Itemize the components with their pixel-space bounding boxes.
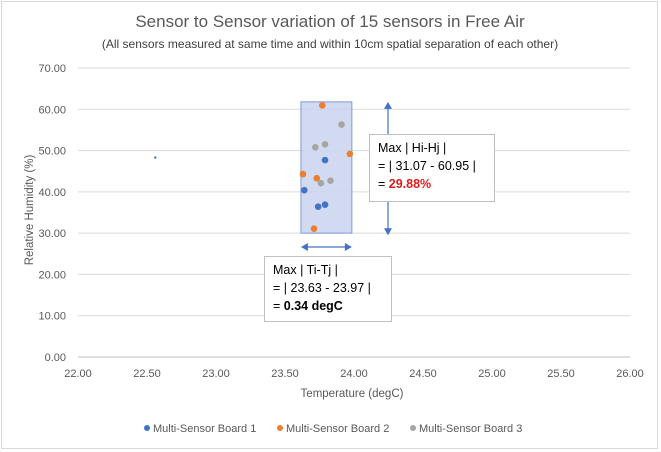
legend-label: Multi-Sensor Board 3 — [419, 423, 522, 435]
scatter-point — [321, 156, 329, 164]
point-layer — [154, 102, 354, 233]
y-tick-label: 60.00 — [38, 104, 66, 116]
y-tick-label: 70.00 — [38, 63, 66, 75]
scatter-point — [310, 225, 318, 233]
scatter-point — [301, 186, 308, 194]
scatter-point — [321, 201, 329, 208]
chart-title: Sensor to Sensor variation of 15 sensors… — [135, 12, 525, 31]
legend-marker — [410, 425, 416, 431]
y-tick-label: 50.00 — [38, 146, 66, 158]
x-tick-label: 24.00 — [340, 368, 368, 380]
grid-layer — [78, 67, 630, 358]
temperature-annotation-eq: = — [273, 299, 284, 313]
y-tick-label: 0.00 — [45, 352, 66, 364]
x-tick-label: 22.00 — [64, 368, 92, 380]
temperature-annotation-result: = 0.34 degC — [273, 297, 383, 315]
x-tick-label: 22.50 — [133, 368, 161, 380]
scatter-point — [314, 203, 322, 211]
y-tick-label: 10.00 — [38, 311, 66, 323]
scatter-point — [321, 141, 329, 148]
range-box — [300, 101, 353, 234]
range-box-layer — [300, 101, 353, 234]
temperature-range-arrow-head-right — [344, 243, 352, 251]
scatter-point — [318, 102, 326, 109]
temperature-annotation-line2: = | 23.63 - 23.97 | — [273, 281, 371, 295]
x-tick-label: 23.50 — [271, 368, 299, 380]
temperature-variation-annotation: Max | Ti-Tj | = | 23.63 - 23.97 | = 0.34… — [264, 256, 392, 322]
x-tick-label: 24.50 — [409, 368, 437, 380]
temperature-range-arrow-head-left — [300, 243, 308, 251]
chart-subtitle: (All sensors measured at same time and w… — [102, 37, 558, 51]
legend-marker — [277, 425, 283, 431]
humidity-annotation-line1: Max | Hi-Hj | — [378, 141, 447, 155]
scatter-point — [313, 174, 321, 182]
x-tick-label: 25.00 — [478, 368, 506, 380]
y-tick-label: 30.00 — [38, 228, 66, 240]
scatter-point — [327, 177, 334, 185]
scatter-point — [154, 156, 157, 159]
humidity-variation-annotation: Max | Hi-Hj | = | 31.07 - 60.95 | = 29.8… — [369, 134, 495, 202]
humidity-range-arrow-head-bottom — [384, 228, 392, 236]
humidity-range-arrow-head-top — [384, 101, 392, 109]
legend-label: Multi-Sensor Board 1 — [153, 423, 256, 435]
y-tick-label: 40.00 — [38, 187, 66, 199]
humidity-annotation-line2: = | 31.07 - 60.95 | — [378, 159, 476, 173]
humidity-annotation-result: = 29.88% — [378, 175, 486, 193]
temperature-annotation-value: 0.34 degC — [283, 299, 343, 313]
humidity-annotation-value: 29.88% — [388, 177, 432, 191]
y-tick-label: 20.00 — [38, 269, 66, 281]
x-tick-label: 25.50 — [547, 368, 575, 380]
x-axis-title: Temperature (degC) — [301, 388, 404, 400]
scatter-point — [299, 170, 307, 178]
temperature-annotation-line1: Max | Ti-Tj | — [273, 263, 338, 277]
scatter-point — [338, 121, 345, 128]
legend: Multi-Sensor Board 1 Multi-Sensor Board 2… — [144, 423, 522, 435]
tick-layer: 0.00 10.00 20.00 30.00 40.00 50.00 60.00 70.00 2… — [38, 63, 643, 380]
legend-marker — [144, 425, 150, 431]
scatter-point — [312, 143, 319, 151]
x-tick-label: 26.00 — [616, 368, 644, 380]
scatter-point — [317, 179, 325, 187]
y-axis-title: Relative Humidity (%) — [24, 155, 36, 266]
legend-label: Multi-Sensor Board 2 — [286, 423, 389, 435]
x-tick-label: 23.00 — [202, 368, 230, 380]
humidity-annotation-eq: = — [378, 177, 389, 191]
scatter-point — [346, 150, 354, 158]
